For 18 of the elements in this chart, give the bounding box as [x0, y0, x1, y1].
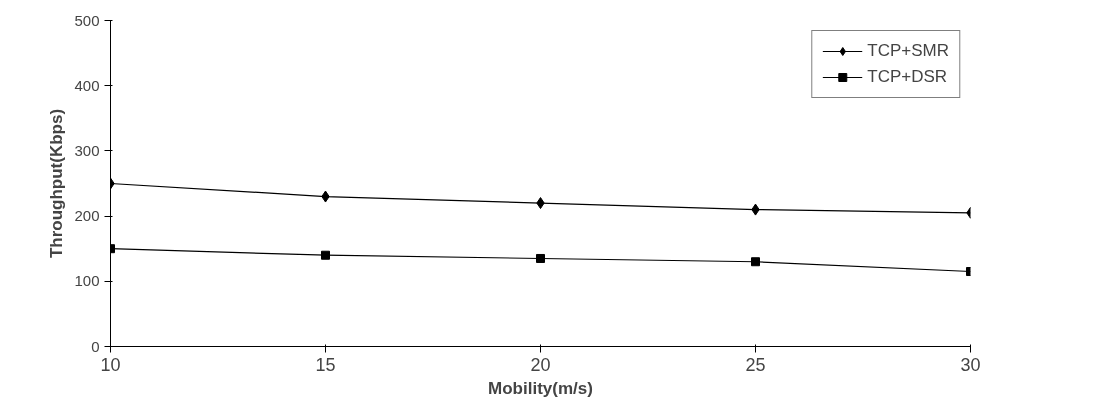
y-tick-label: 0	[91, 337, 100, 355]
y-axis-title: Throughput(Kbps)	[47, 108, 67, 259]
legend-label: TCP+DSR	[867, 67, 948, 87]
x-axis-title: Mobility(m/s)	[488, 378, 593, 398]
y-tick-label: 500	[74, 11, 100, 29]
point	[321, 250, 330, 260]
y-tick-label: 300	[74, 141, 100, 159]
point	[536, 253, 545, 263]
y-tick-label: 100	[74, 272, 100, 290]
x-tick-label: 10	[100, 354, 121, 375]
x-tick-label: 25	[745, 354, 766, 375]
x-tick-label: 20	[530, 354, 551, 375]
x-tick-label: 30	[960, 354, 981, 375]
x-tick-label: 15	[315, 354, 336, 375]
y-tick-label: 400	[74, 76, 100, 94]
y-tick-label: 200	[74, 207, 100, 225]
legend-label: TCP+SMR	[867, 41, 949, 61]
point	[751, 257, 760, 267]
